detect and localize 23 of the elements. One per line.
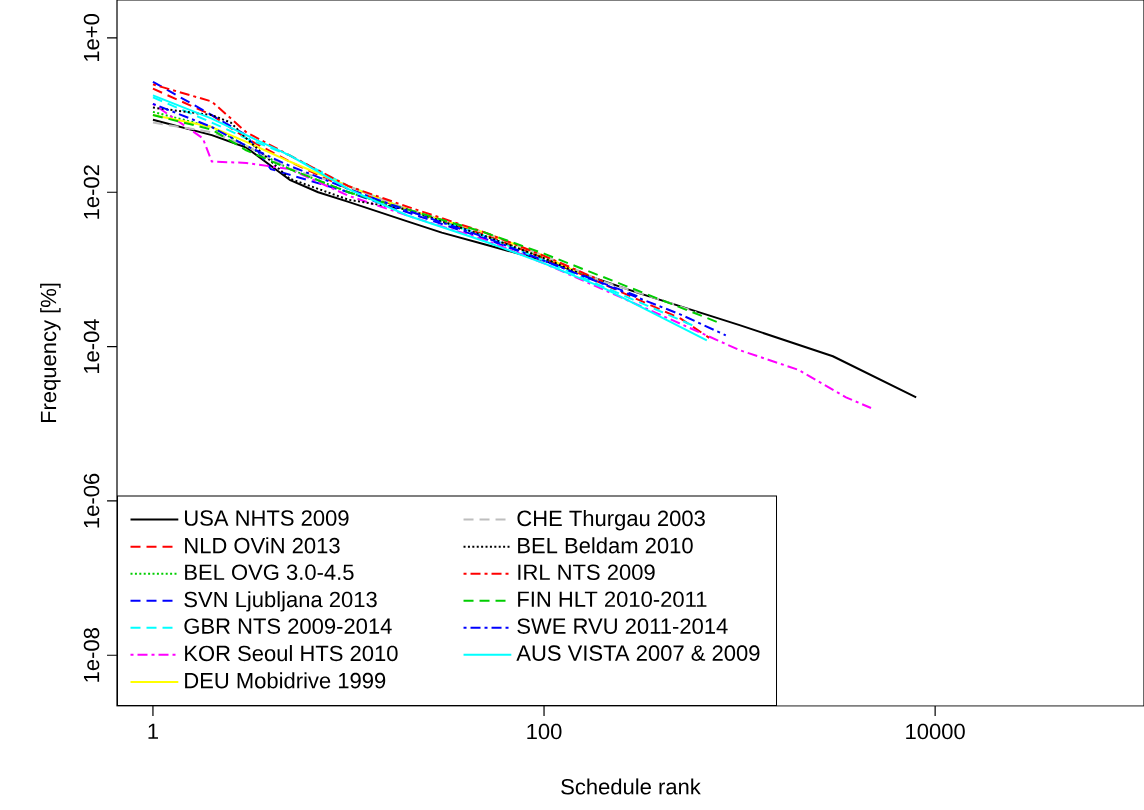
legend-label: SVN Ljubljana 2013: [184, 591, 377, 612]
legend-label: AUS VISTA 2007 & 2009: [516, 645, 760, 661]
y-tick-label: 1e-08: [83, 628, 100, 682]
legend-label: DEU Mobidrive 1999: [185, 672, 386, 689]
legend-label: FIN HLT 2010-2011: [518, 591, 707, 607]
x-tick-label: 100: [527, 723, 562, 740]
legend-label: CHE Thurgau 2003: [517, 509, 705, 531]
x-axis-title: Schedule rank: [561, 778, 701, 795]
x-tick-label: 10000: [906, 723, 965, 740]
x-tick-label: 1: [148, 723, 158, 739]
y-tick-label: 1e-06: [83, 473, 100, 528]
legend-label: KOR Seoul HTS 2010: [185, 645, 398, 662]
y-tick-label: 1e-04: [83, 319, 100, 374]
y-tick-label: 1e-02: [83, 165, 100, 219]
legend-label: USA NHTS 2009: [185, 510, 349, 526]
y-tick-label: 1e+0: [83, 14, 100, 62]
y-axis-title: Frequency [%]: [40, 283, 61, 423]
legend-label: BEL Beldam 2010: [518, 537, 693, 554]
legend-label: GBR NTS 2009-2014: [184, 618, 392, 634]
legend-label: NLD OViN 2013: [185, 537, 340, 554]
legend-label: BEL OVG 3.0-4.5: [185, 564, 354, 581]
legend-label: IRL NTS 2009: [518, 564, 655, 581]
legend-label: SWE RVU 2011-2014: [517, 618, 728, 634]
